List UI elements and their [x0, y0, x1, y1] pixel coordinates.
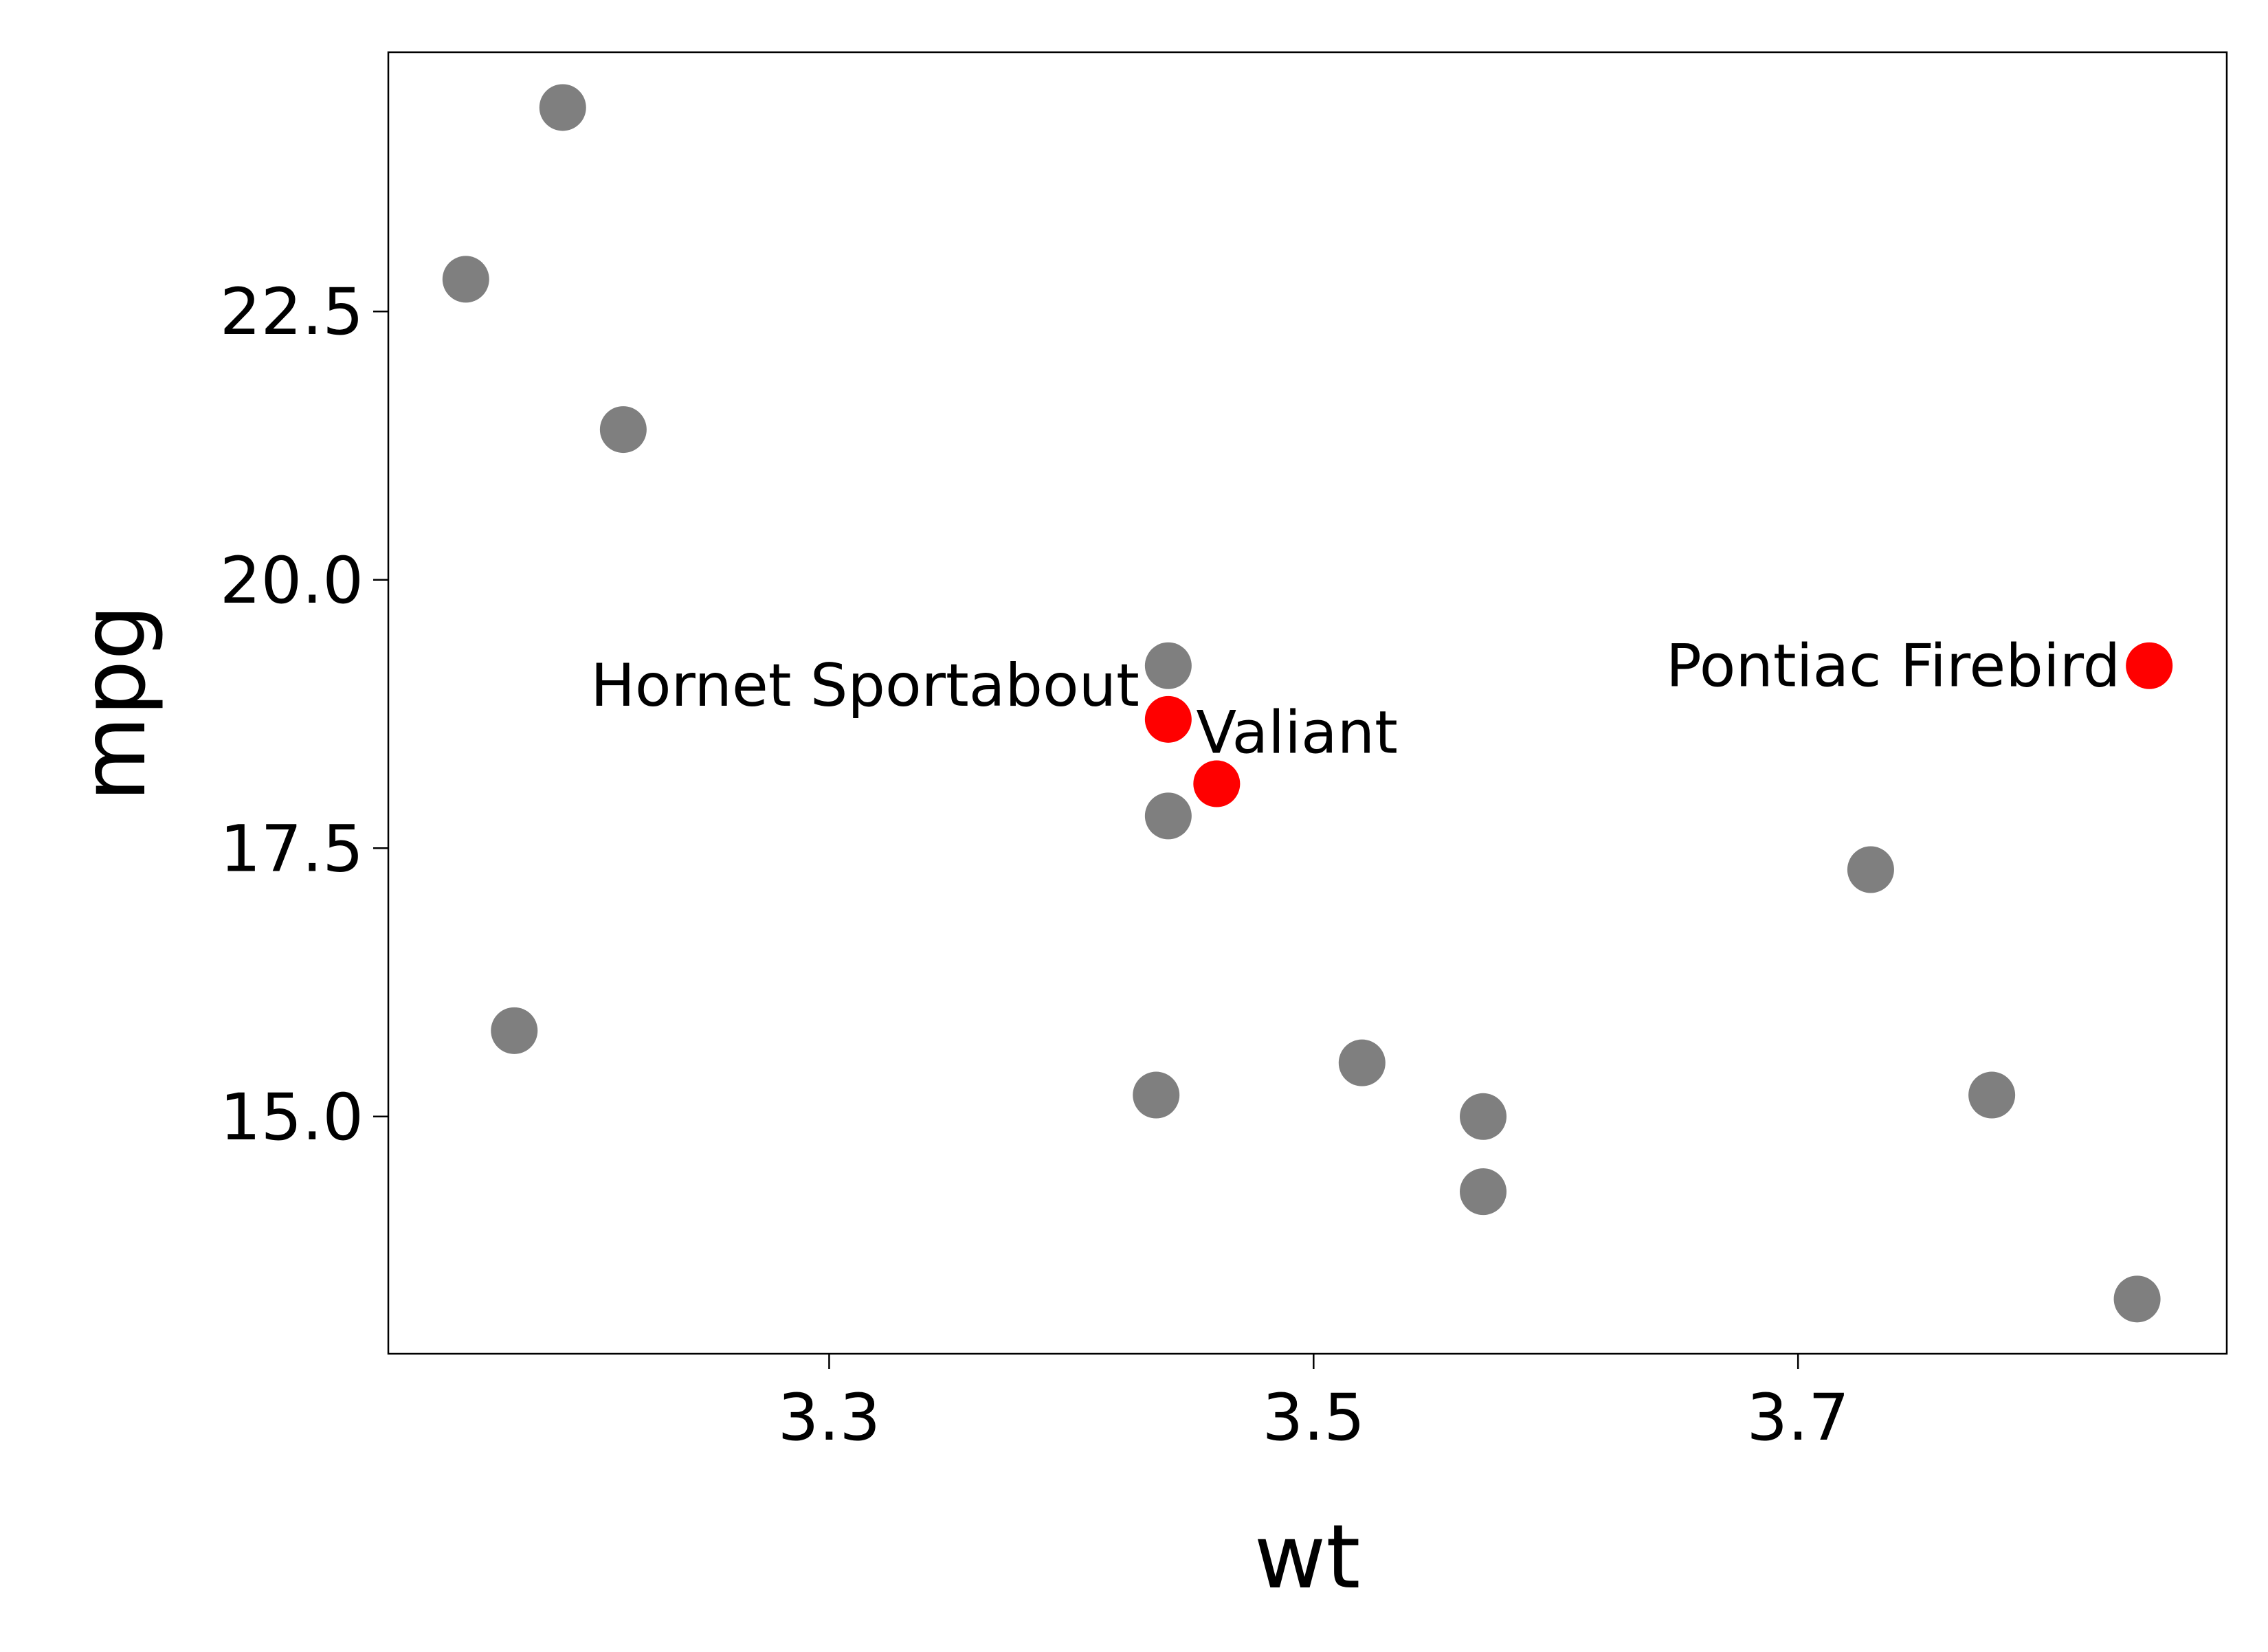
point: [1133, 1071, 1180, 1119]
point: [1338, 1039, 1386, 1086]
point: [1144, 695, 1192, 743]
point-label: Hornet Sportabout: [590, 651, 1139, 720]
point: [1193, 760, 1241, 807]
point: [1144, 792, 1192, 840]
point-label: Pontiac Firebird: [1666, 632, 2120, 701]
y-tick-label: 22.5: [220, 275, 364, 350]
x-axis-title: wt: [1254, 1506, 1361, 1609]
point: [1460, 1168, 1507, 1216]
point: [1144, 642, 1192, 689]
y-tick-label: 17.5: [220, 812, 364, 886]
y-tick-label: 15.0: [220, 1080, 364, 1155]
point: [442, 256, 489, 303]
point: [1460, 1093, 1507, 1140]
point: [539, 84, 586, 131]
point: [1847, 846, 1894, 893]
y-tick-label: 20.0: [220, 544, 364, 618]
x-tick-label: 3.5: [1263, 1381, 1366, 1455]
point: [491, 1007, 538, 1054]
plot-border: [387, 51, 2228, 1355]
x-tick-label: 3.7: [1746, 1381, 1849, 1455]
point: [2113, 1275, 2161, 1323]
x-tick-label: 3.3: [778, 1381, 881, 1455]
point: [2126, 642, 2173, 689]
point: [599, 406, 647, 454]
point-label: Valiant: [1196, 699, 1398, 768]
y-axis-title: mpg: [63, 604, 166, 801]
point: [1968, 1071, 2016, 1119]
